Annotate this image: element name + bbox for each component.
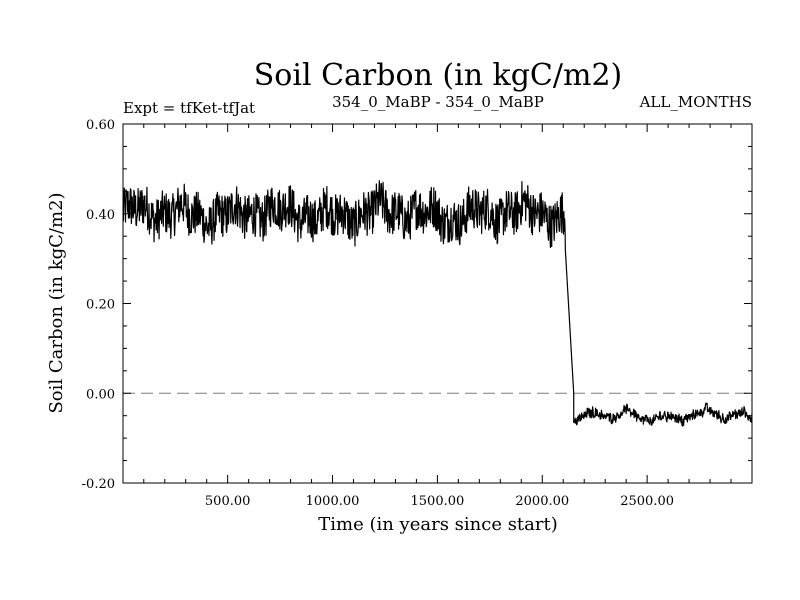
series-line (122, 180, 753, 427)
chart-title: Soil Carbon (in kgC/m2) (254, 58, 622, 93)
y-axis-label: Soil Carbon (in kgC/m2) (46, 192, 67, 413)
x-tick-label: 2500.00 (620, 494, 674, 509)
y-tick-label: 0.40 (86, 208, 115, 223)
x-tick-label: 2000.00 (515, 494, 569, 509)
x-tick-label: 1500.00 (411, 494, 465, 509)
y-tick-label: 0.20 (86, 298, 115, 313)
x-tick-label: 500.00 (205, 494, 251, 509)
x-tick-label: 1000.00 (306, 494, 360, 509)
y-tick-label: 0.60 (86, 118, 115, 133)
subtitle-months: ALL_MONTHS (639, 93, 752, 111)
subtitle-period: 354_0_MaBP - 354_0_MaBP (332, 93, 544, 111)
y-tick-label: 0.00 (86, 387, 115, 402)
plot-frame (122, 123, 753, 484)
subtitle-experiment: Expt = tfKet-tfJat (123, 99, 255, 117)
y-tick-label: -0.20 (82, 477, 115, 492)
x-axis-label: Time (in years since start) (318, 514, 558, 535)
